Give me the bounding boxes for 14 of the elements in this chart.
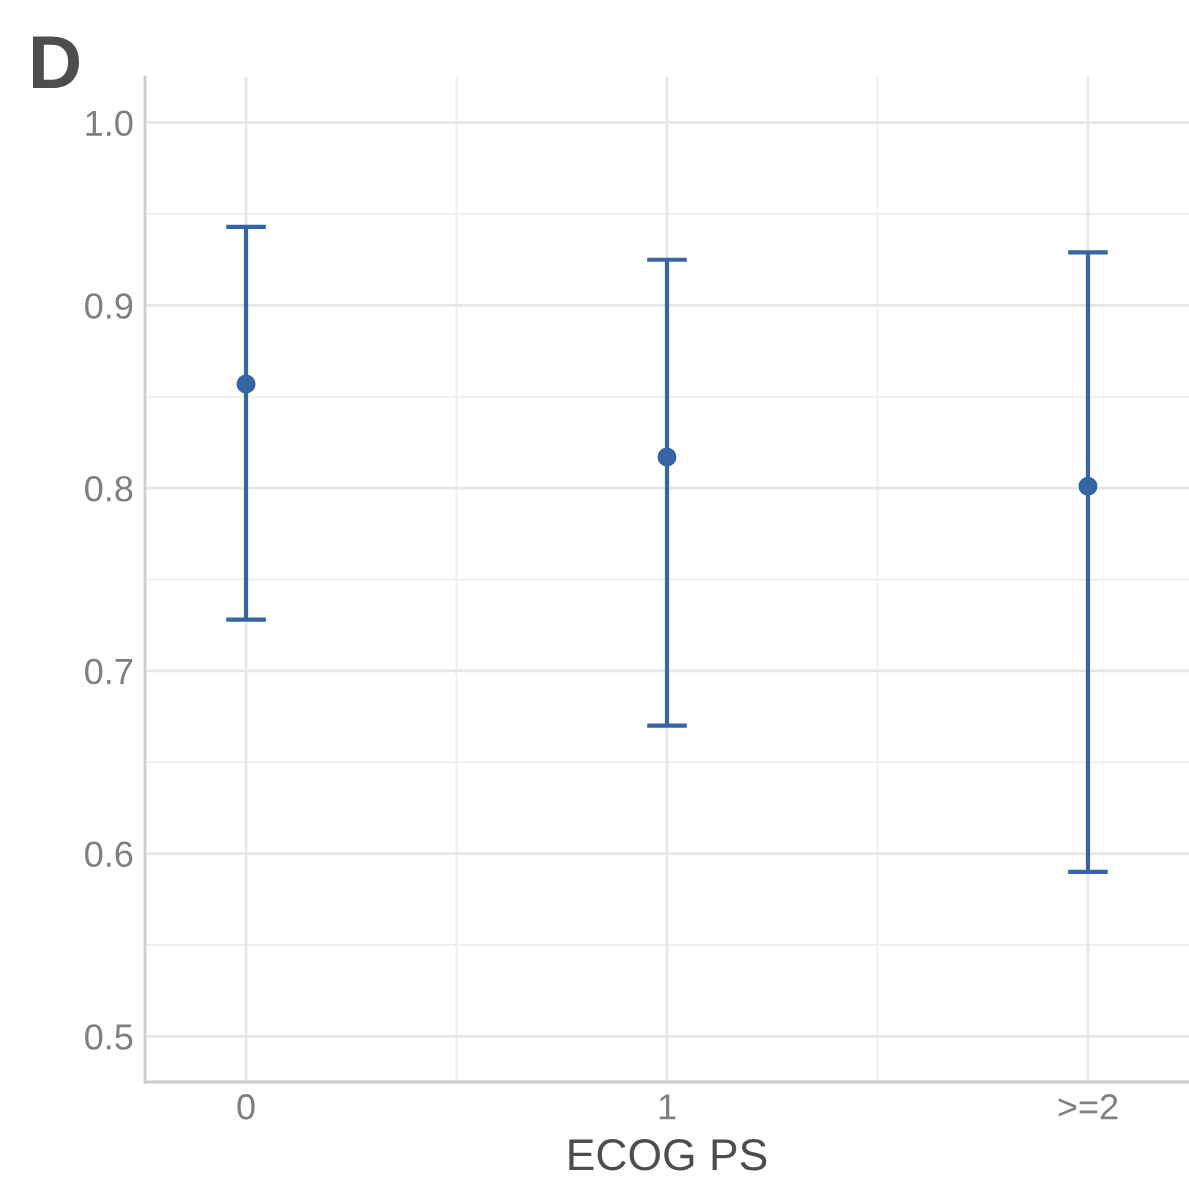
- point: [1078, 476, 1098, 496]
- x-tick-label: 1: [659, 1094, 676, 1120]
- y-tick-label: 1.0: [86, 110, 133, 137]
- x-tick-label: >=2: [1058, 1094, 1118, 1120]
- y-tick-label: 0.6: [85, 841, 133, 868]
- x-axis-title: ECOG PS: [569, 1139, 767, 1171]
- point: [236, 374, 256, 394]
- text: D: [33, 36, 80, 88]
- y-tick-label: 0.7: [85, 658, 133, 685]
- point: [657, 447, 677, 467]
- y-tick-label: 0.5: [85, 1024, 133, 1050]
- y-tick-label: 0.9: [85, 293, 133, 319]
- x-tick-label: 0: [237, 1094, 255, 1120]
- y-tick-label: 0.8: [85, 476, 133, 502]
